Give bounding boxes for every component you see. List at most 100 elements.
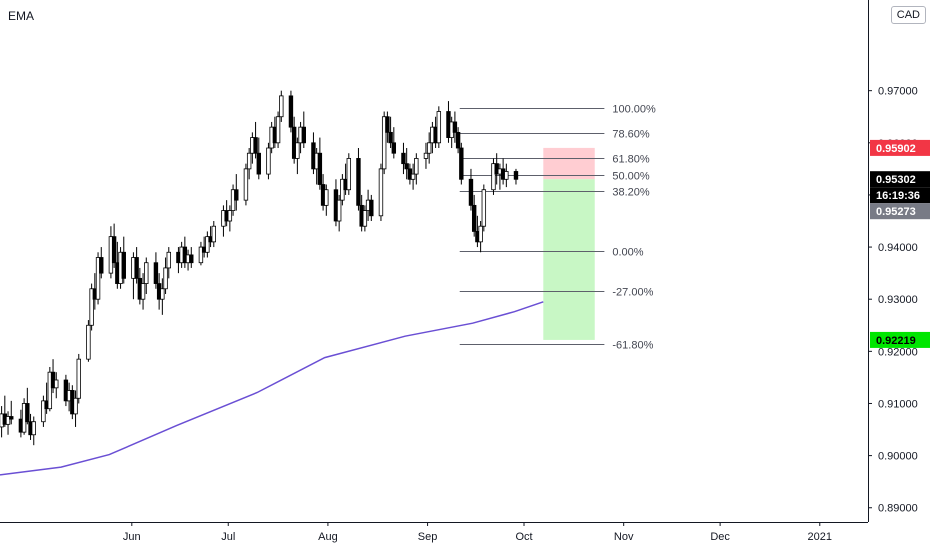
candle-body	[436, 111, 442, 144]
candle	[279, 90, 284, 122]
fibonacci-extension[interactable]: 100.00% 78.60% 61.80% 50.00% 38.20% 0.00% -27.…	[459, 104, 656, 352]
candle-body	[452, 121, 458, 133]
candle-body	[471, 204, 477, 232]
candle-body	[381, 116, 387, 170]
candle	[317, 137, 323, 190]
stop-loss-zone	[543, 147, 595, 180]
price-tag-label: 0.92219	[876, 335, 916, 347]
candle	[369, 194, 374, 222]
time-tick-label: 2021	[808, 531, 832, 543]
candle	[468, 168, 474, 211]
fib-level-label: 61.80%	[612, 154, 650, 166]
candle-body	[234, 189, 239, 201]
price-tick-label: 0.93000	[878, 294, 918, 306]
candle-body	[401, 152, 406, 165]
candle-body	[243, 168, 249, 201]
price-tag-box	[870, 171, 930, 188]
candle	[198, 241, 204, 266]
candle-body	[47, 371, 53, 410]
candle	[362, 205, 368, 232]
time-tick-label: Jul	[221, 531, 235, 543]
candle-body	[86, 324, 91, 360]
candle-body	[362, 210, 368, 227]
candle	[401, 142, 406, 175]
candle	[459, 142, 464, 185]
price-tag-label: 0.95302	[876, 174, 916, 186]
candle	[5, 411, 11, 435]
candle-body	[369, 199, 374, 217]
candle-body	[144, 262, 149, 284]
candle	[404, 148, 409, 180]
candle	[89, 283, 94, 331]
price-tick-label: 0.91000	[878, 398, 918, 410]
price-tag: 0.95273	[870, 203, 930, 220]
time-tick-label: Nov	[614, 531, 634, 543]
candle-body	[76, 358, 81, 399]
candle	[253, 121, 258, 159]
candle-body	[189, 254, 194, 264]
candle	[478, 221, 483, 253]
price-tags: 0.95902 0.95302 16:19:36 0.95273 0.92219	[870, 139, 930, 348]
candle	[246, 148, 252, 180]
candle-body	[111, 236, 117, 264]
candle	[140, 273, 146, 310]
candle	[234, 174, 239, 211]
candle-body	[160, 288, 165, 300]
candle	[41, 395, 46, 427]
fib-level-label: 0.00%	[612, 247, 643, 259]
price-tag-box	[870, 331, 930, 348]
position-tool[interactable]	[543, 147, 595, 340]
candle	[471, 194, 477, 237]
price-tick-label: 0.94000	[878, 242, 918, 254]
candle	[166, 247, 171, 279]
candle-body	[455, 131, 461, 149]
candle	[211, 221, 216, 248]
candle	[121, 236, 126, 284]
candle-body	[266, 147, 271, 175]
time-tick-label: Oct	[515, 531, 532, 543]
candle-body	[356, 158, 361, 206]
candle-body	[54, 379, 59, 389]
ema-series-line	[0, 301, 544, 476]
candle-body	[491, 163, 496, 191]
candle	[47, 366, 53, 412]
candle-body	[163, 267, 168, 290]
candle-body	[31, 421, 36, 436]
candle-body	[324, 189, 329, 206]
candle-body	[459, 147, 464, 180]
candle	[378, 163, 384, 222]
candle-body	[301, 126, 306, 144]
currency-button[interactable]: CAD	[890, 6, 926, 24]
price-tick-label: 0.92000	[878, 346, 918, 358]
candle	[410, 163, 416, 190]
candle-body	[317, 152, 323, 185]
candle	[189, 247, 194, 268]
indicator-legend[interactable]: EMA	[8, 9, 35, 23]
candle	[86, 320, 91, 362]
candlesticks	[0, 90, 519, 446]
candle-body	[410, 173, 416, 180]
price-tag: 0.92219	[870, 331, 930, 348]
candle-body	[246, 152, 252, 170]
candle	[455, 127, 461, 154]
candle	[31, 416, 36, 446]
candle	[336, 194, 342, 232]
fib-level-label: 50.00%	[612, 171, 650, 183]
candle	[73, 390, 78, 427]
candle-body	[5, 416, 11, 425]
candle	[504, 163, 509, 188]
time-tick-label: Dec	[710, 531, 730, 543]
candle	[9, 400, 14, 425]
ema-line	[0, 301, 544, 476]
candle	[385, 111, 390, 143]
candle-body	[385, 116, 390, 133]
candle	[481, 184, 487, 232]
candle-body	[346, 158, 352, 191]
candle	[491, 158, 496, 195]
candle-body	[121, 251, 126, 279]
candle	[25, 387, 30, 425]
price-tag: 0.95902	[870, 139, 930, 156]
price-tick-label: 0.97000	[878, 86, 918, 98]
candle	[256, 137, 261, 180]
